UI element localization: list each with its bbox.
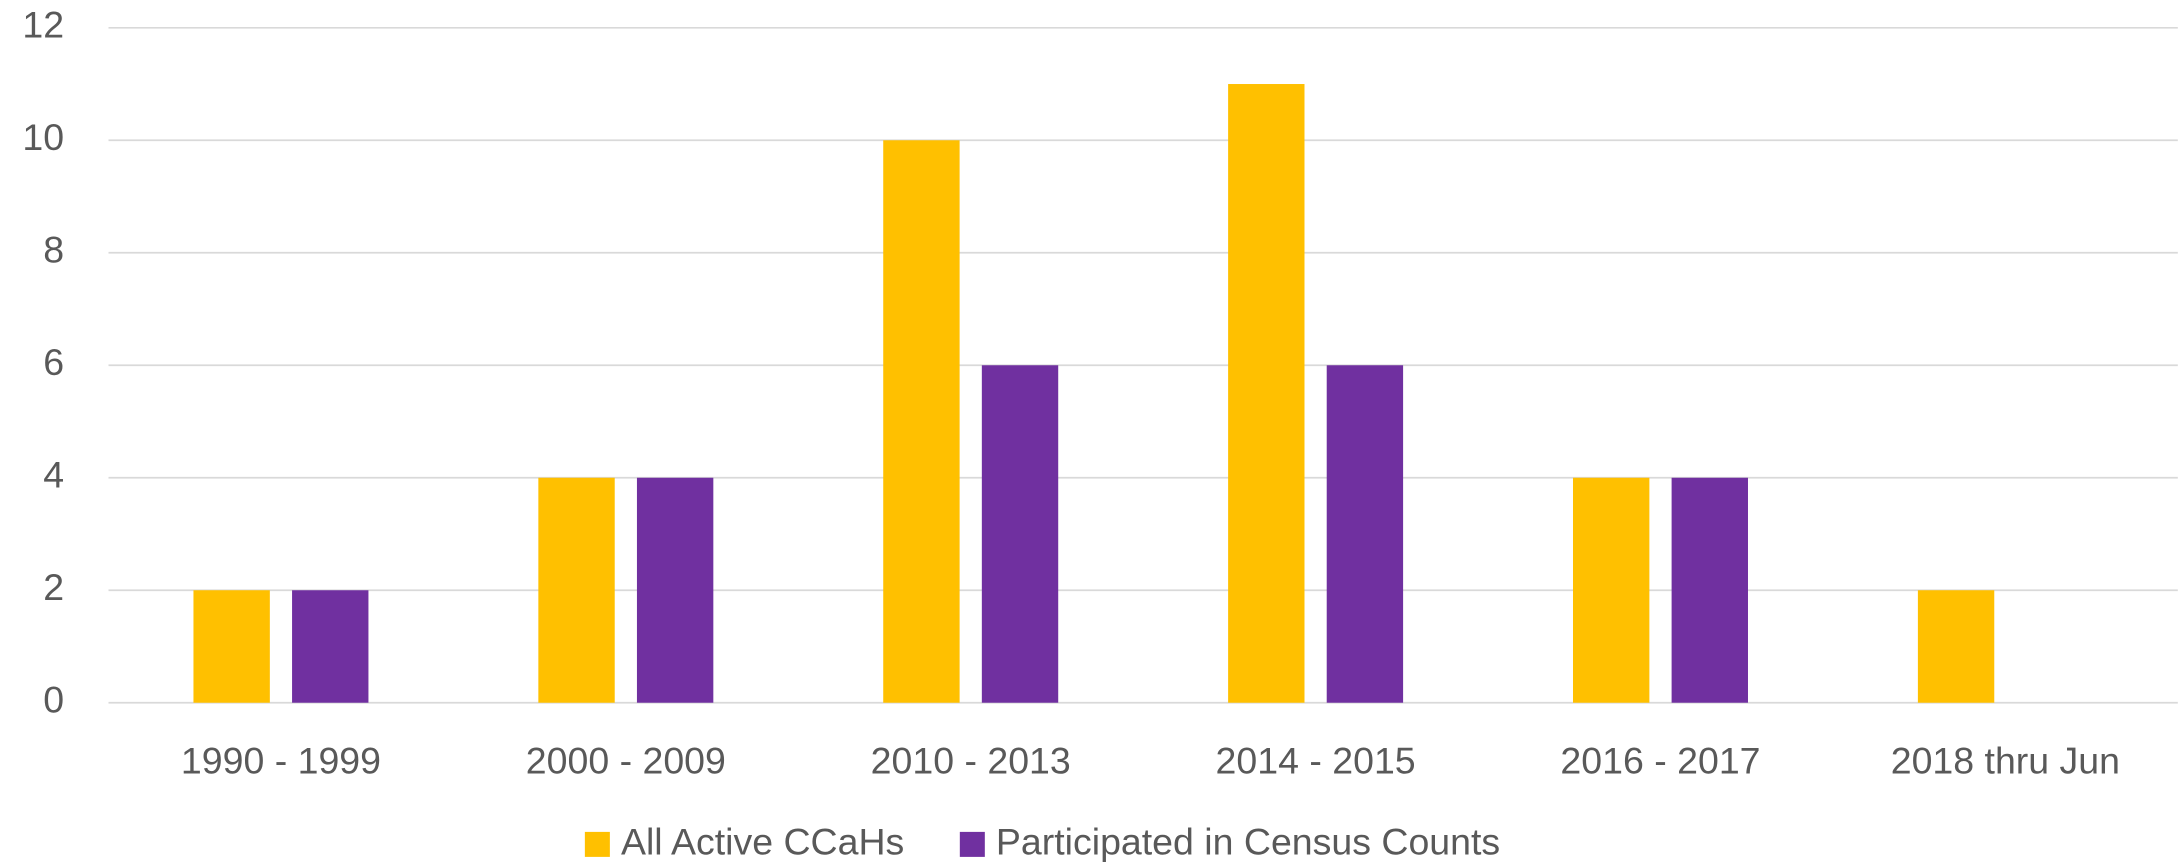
bar — [981, 365, 1059, 703]
x-tick-label: 2000 - 2009 — [526, 740, 726, 782]
bar — [1326, 365, 1404, 703]
bar — [1917, 590, 1995, 703]
bar — [636, 477, 714, 703]
bar — [1671, 477, 1748, 703]
x-tick-label: 2018 thru Jun — [1891, 740, 2120, 782]
bar — [1572, 477, 1650, 703]
y-tick-label: 2 — [43, 566, 64, 608]
bar — [538, 477, 615, 703]
x-tick-label: 2016 - 2017 — [1560, 740, 1760, 782]
bar — [193, 590, 270, 703]
legend-swatch — [584, 831, 610, 857]
x-tick-label: 1990 - 1999 — [181, 740, 381, 782]
y-tick-label: 12 — [22, 4, 64, 46]
y-tick-label: 0 — [43, 679, 64, 721]
legend-label: All Active CCaHs — [621, 820, 904, 862]
y-tick-label: 8 — [43, 229, 64, 271]
bar — [1228, 84, 1305, 703]
bar — [292, 590, 369, 703]
y-tick-label: 4 — [43, 454, 64, 496]
legend-swatch — [959, 831, 985, 857]
y-tick-label: 10 — [22, 116, 64, 158]
y-tick-label: 6 — [43, 341, 64, 383]
bar — [883, 140, 960, 703]
x-tick-label: 2014 - 2015 — [1216, 740, 1416, 782]
x-tick-label: 2010 - 2013 — [871, 740, 1071, 782]
legend-label: Participated in Census Counts — [996, 820, 1500, 862]
